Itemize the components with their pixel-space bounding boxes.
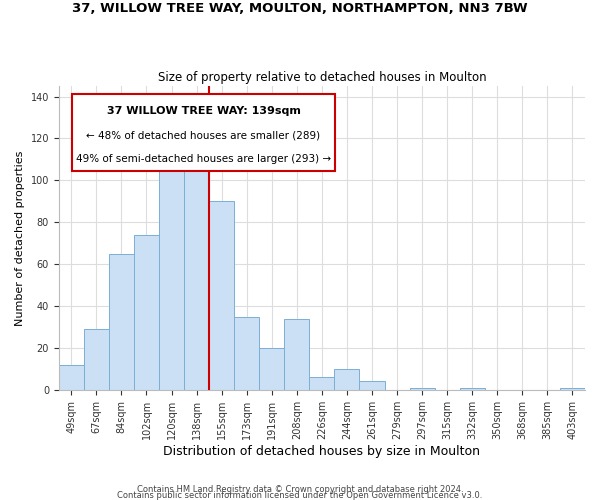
Bar xyxy=(159,160,184,390)
Bar xyxy=(84,329,109,390)
Bar xyxy=(560,388,585,390)
Title: Size of property relative to detached houses in Moulton: Size of property relative to detached ho… xyxy=(158,70,486,84)
X-axis label: Distribution of detached houses by size in Moulton: Distribution of detached houses by size … xyxy=(163,444,481,458)
Text: Contains HM Land Registry data © Crown copyright and database right 2024.: Contains HM Land Registry data © Crown c… xyxy=(137,484,463,494)
Bar xyxy=(284,318,310,390)
Bar xyxy=(259,348,284,390)
Text: 49% of semi-detached houses are larger (293) →: 49% of semi-detached houses are larger (… xyxy=(76,154,331,164)
Bar xyxy=(334,369,359,390)
Bar xyxy=(109,254,134,390)
Text: Contains public sector information licensed under the Open Government Licence v3: Contains public sector information licen… xyxy=(118,490,482,500)
Bar xyxy=(410,388,434,390)
Text: ← 48% of detached houses are smaller (289): ← 48% of detached houses are smaller (28… xyxy=(86,130,320,140)
Bar xyxy=(460,388,485,390)
FancyBboxPatch shape xyxy=(72,94,335,171)
Text: 37 WILLOW TREE WAY: 139sqm: 37 WILLOW TREE WAY: 139sqm xyxy=(107,106,301,116)
Bar xyxy=(59,364,84,390)
Y-axis label: Number of detached properties: Number of detached properties xyxy=(15,150,25,326)
Bar xyxy=(234,316,259,390)
Bar xyxy=(209,202,234,390)
Bar xyxy=(310,378,334,390)
Text: 37, WILLOW TREE WAY, MOULTON, NORTHAMPTON, NN3 7BW: 37, WILLOW TREE WAY, MOULTON, NORTHAMPTO… xyxy=(72,2,528,16)
Bar xyxy=(134,235,159,390)
Bar xyxy=(359,382,385,390)
Bar xyxy=(184,160,209,390)
